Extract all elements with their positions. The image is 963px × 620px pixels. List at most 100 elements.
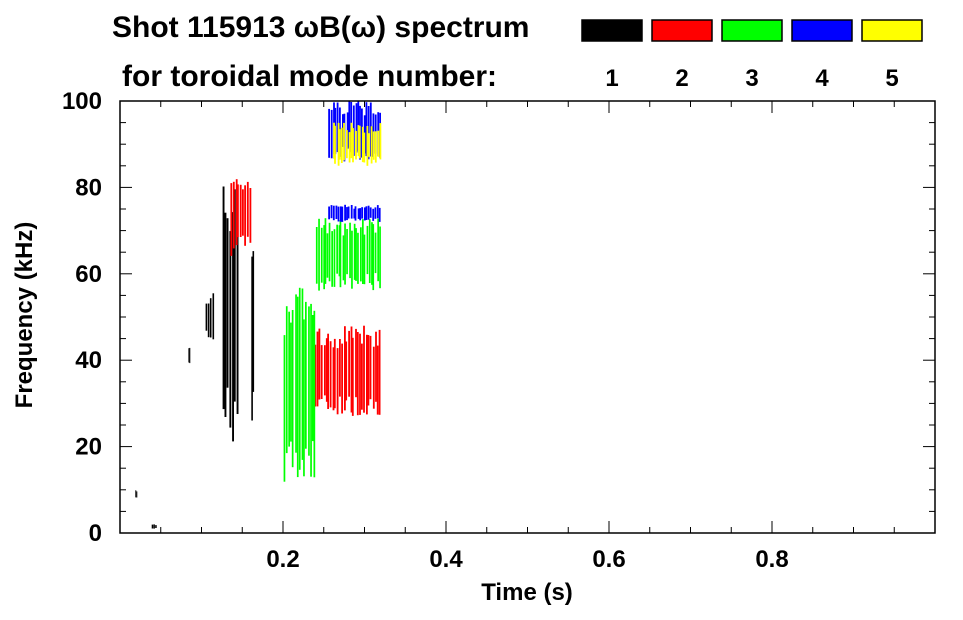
spectral-streak	[310, 303, 312, 477]
spectral-streak	[358, 125, 361, 159]
series-3	[283, 218, 381, 482]
legend-label-4: 4	[815, 65, 829, 92]
spectral-streak	[367, 106, 370, 160]
spectral-streak	[334, 125, 336, 164]
legend-swatch-4	[791, 19, 853, 42]
spectral-streak	[226, 218, 229, 388]
spectral-streak	[315, 227, 318, 284]
spectral-streak	[351, 337, 354, 416]
spectral-streak	[365, 102, 368, 157]
spectral-streak	[367, 133, 370, 157]
spectral-streak	[295, 294, 297, 453]
spectral-streak	[361, 126, 364, 163]
spectral-streak	[371, 222, 373, 285]
series-1	[135, 186, 255, 529]
x-tick-label: 0.4	[429, 546, 463, 573]
spectral-streak	[350, 326, 353, 413]
spectral-streak	[363, 207, 366, 221]
spectral-streak	[375, 331, 377, 402]
spectral-streak	[323, 225, 325, 290]
spectral-streak	[333, 229, 336, 287]
spectral-streak	[239, 184, 242, 237]
spectral-streak	[366, 126, 369, 166]
spectral-streak	[308, 306, 310, 456]
spectral-streak	[360, 227, 362, 282]
legend-label-2: 2	[675, 65, 688, 92]
spectral-streak	[376, 345, 379, 415]
series-2	[230, 179, 381, 416]
legend-swatch-1	[581, 19, 643, 42]
spectral-streak	[353, 223, 356, 280]
spectral-streak	[328, 222, 331, 282]
spectral-streak	[342, 114, 344, 147]
spectral-streak	[369, 335, 372, 400]
x-axis-label: Time (s)	[481, 579, 573, 606]
spectral-streak	[363, 234, 366, 285]
spectral-streak	[252, 251, 255, 392]
spectral-streak	[349, 222, 351, 279]
spectral-streak	[372, 131, 375, 160]
spectral-streak	[370, 126, 373, 164]
spectral-streak	[376, 205, 379, 219]
spectral-streak	[350, 122, 353, 159]
spectral-streak	[335, 205, 338, 219]
spectral-streak	[333, 338, 336, 409]
spectral-streak	[379, 226, 381, 289]
spectral-streak	[291, 310, 294, 468]
spectral-streak	[324, 218, 327, 284]
spectral-streak	[338, 225, 341, 277]
spectral-streak	[352, 128, 354, 163]
y-tick-label: 80	[75, 174, 102, 201]
spectral-streak	[329, 341, 332, 408]
spectral-streak	[343, 122, 345, 161]
spectral-streak	[355, 328, 357, 398]
y-tick-label: 60	[75, 261, 102, 288]
spectral-streak	[350, 205, 353, 219]
spectral-streak	[337, 122, 340, 166]
spectral-streak	[333, 122, 335, 159]
spectral-streak	[324, 345, 326, 396]
spectral-streak	[301, 288, 304, 460]
spectral-streak	[348, 132, 351, 163]
y-tick-label: 20	[75, 434, 102, 461]
spectral-streak	[355, 103, 358, 153]
spectral-streak	[232, 181, 235, 249]
y-tick-label: 100	[62, 88, 102, 115]
spectral-streak	[332, 205, 335, 221]
x-tick-label: 0.8	[755, 546, 788, 573]
spectral-streak	[359, 208, 362, 221]
spectral-streak	[189, 347, 191, 364]
spectral-streak	[357, 232, 359, 284]
spectral-streak	[285, 306, 288, 454]
spectral-streak	[378, 329, 381, 415]
y-axis-label: Frequency (kHz)	[11, 222, 38, 409]
spectral-streak	[320, 227, 323, 283]
spectral-streak	[361, 343, 363, 410]
spectral-streak	[153, 524, 155, 529]
spectral-streak	[283, 335, 286, 482]
spectral-streak	[326, 233, 329, 278]
spectral-streak	[377, 130, 380, 157]
spectral-streak	[379, 123, 382, 160]
legend-label-1: 1	[605, 65, 618, 92]
spectral-streak	[354, 206, 357, 221]
spectral-streak	[313, 310, 316, 478]
spectral-streak	[151, 524, 154, 529]
spectral-streak	[246, 181, 249, 237]
spectral-streak	[344, 223, 346, 285]
spectral-streak	[337, 206, 340, 222]
spectral-streak	[367, 205, 370, 220]
spectral-streak	[232, 212, 234, 442]
spectral-streak	[344, 326, 346, 411]
spectral-streak	[230, 183, 233, 256]
spectral-streak	[205, 303, 208, 331]
series-4	[328, 101, 381, 222]
spectral-streak	[339, 220, 342, 288]
spectral-streak	[346, 207, 348, 221]
spectral-streak	[242, 189, 244, 236]
spectral-streak	[339, 206, 342, 222]
spectral-streak	[367, 335, 370, 406]
spectral-streak	[377, 218, 379, 282]
spectral-streak	[303, 319, 305, 477]
